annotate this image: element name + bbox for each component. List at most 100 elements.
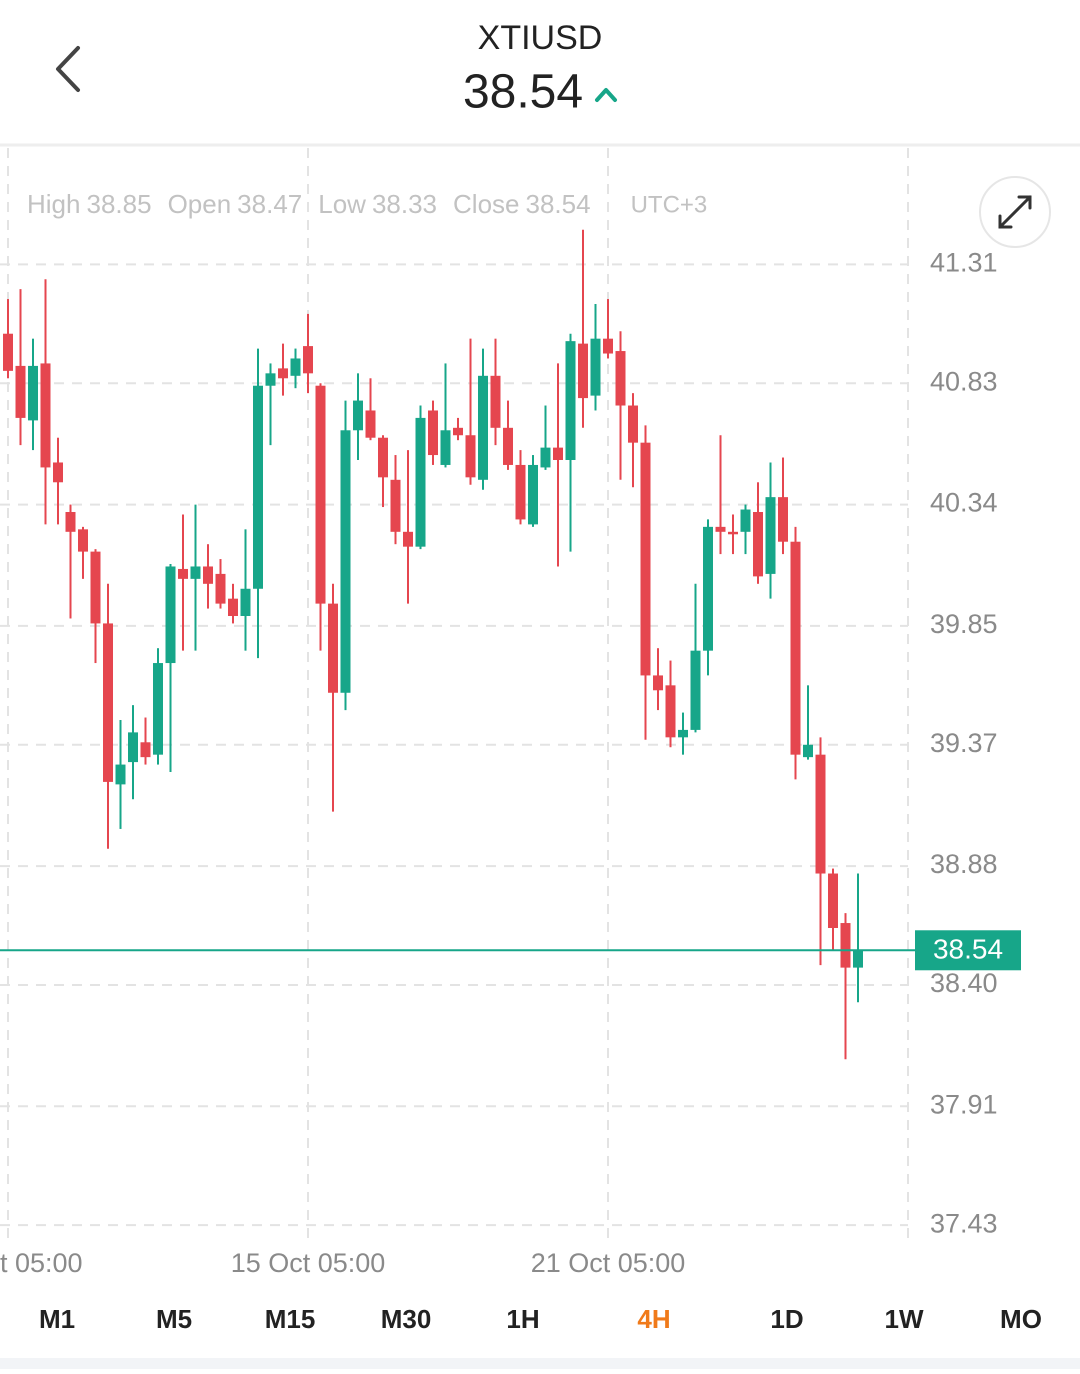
candle-body <box>428 410 438 456</box>
symbol: XTIUSD <box>478 19 603 57</box>
candle-body <box>465 435 476 478</box>
candle-body <box>90 551 101 624</box>
candle-body <box>840 923 851 968</box>
candle-body <box>453 427 463 436</box>
candle-body <box>440 430 451 465</box>
candle-body <box>415 417 426 547</box>
y-tick-label: 37.43 <box>930 1208 998 1238</box>
candle-body <box>65 512 76 532</box>
timeframe-tab[interactable]: M30 <box>381 1304 432 1334</box>
candle-body <box>590 338 601 396</box>
timeframe-tab[interactable]: 4H <box>637 1304 670 1334</box>
candle-body <box>203 566 213 584</box>
candle-body <box>640 442 651 676</box>
candle-body <box>115 764 126 785</box>
candle-body <box>353 400 363 431</box>
candle-body <box>828 873 838 928</box>
candle-body <box>765 497 776 574</box>
candle-body <box>690 650 701 730</box>
up-arrow <box>595 88 617 102</box>
candle-body <box>290 358 301 376</box>
candle-body <box>715 526 726 532</box>
bottom-strip <box>0 1358 1080 1369</box>
candle-body <box>340 430 351 693</box>
candle-body <box>378 437 388 478</box>
candle-body <box>315 385 326 604</box>
candle-body <box>515 464 526 520</box>
candle-body <box>3 333 13 371</box>
current-price: 38.54 <box>463 66 583 119</box>
candle-body <box>753 512 763 577</box>
candle-body <box>15 365 26 418</box>
y-tick-label: 39.37 <box>930 728 998 758</box>
x-tick-label: 15 Oct 05:00 <box>231 1248 386 1278</box>
candle-body <box>140 742 151 758</box>
legend-label: Low <box>318 189 366 219</box>
candle-body <box>578 343 588 399</box>
candle-body <box>540 447 551 468</box>
candle-body <box>78 529 88 552</box>
timeframe-tab[interactable]: M1 <box>39 1304 75 1334</box>
legend-label: Close <box>453 189 519 219</box>
candle-body <box>703 526 713 651</box>
y-tick-label: 38.88 <box>930 849 998 879</box>
candle-body <box>390 479 401 532</box>
candle-body <box>678 729 688 738</box>
timezone: UTC+3 <box>631 191 708 218</box>
candle-body <box>665 685 676 738</box>
y-tick-label: 37.91 <box>930 1089 998 1119</box>
timeframe-tab[interactable]: 1D <box>770 1304 803 1334</box>
candle-body <box>40 363 51 468</box>
candle-body <box>215 573 226 604</box>
candle-body <box>190 566 201 579</box>
x-tick-label: 21 Oct 05:00 <box>531 1248 686 1278</box>
candle-body <box>265 373 276 386</box>
candle-body <box>853 950 863 968</box>
timeframe-tab[interactable]: 1H <box>506 1304 539 1334</box>
legend-value: 38.54 <box>526 189 591 219</box>
legend-label: High <box>27 189 80 219</box>
candle-body <box>240 588 251 616</box>
candle-body <box>28 365 38 421</box>
candle-body <box>228 598 238 616</box>
timeframe-tab[interactable]: M15 <box>265 1304 316 1334</box>
legend-label: Open <box>168 189 232 219</box>
timeframe-tab[interactable]: M5 <box>156 1304 192 1334</box>
candle-body <box>790 541 801 755</box>
candle-body <box>528 464 538 525</box>
candle-body <box>565 341 576 460</box>
price-tag <box>915 930 1021 971</box>
timeframe-tab[interactable]: 1W <box>885 1304 924 1334</box>
candle-body <box>803 744 813 758</box>
candle-body <box>740 509 751 532</box>
legend-value: 38.85 <box>86 189 151 219</box>
candle-body <box>615 351 626 406</box>
candle-body <box>128 732 138 763</box>
candle-body <box>153 663 163 755</box>
candle-body <box>365 410 376 438</box>
y-tick-label: 38.40 <box>930 968 998 998</box>
candle-body <box>303 346 313 374</box>
timeframe-tab[interactable]: MO <box>1000 1304 1042 1334</box>
candle-body <box>503 427 513 465</box>
back-button[interactable] <box>56 46 80 92</box>
legend-value: 38.33 <box>372 189 437 219</box>
candle-body <box>328 603 338 693</box>
candle-body <box>178 568 188 579</box>
y-tick-label: 41.31 <box>930 248 998 278</box>
candle-body <box>165 566 176 664</box>
candle-body <box>478 375 488 480</box>
y-tick-label: 40.34 <box>930 488 998 518</box>
candle-body <box>490 375 501 428</box>
candle-body <box>103 623 113 782</box>
candle-body <box>603 338 613 354</box>
x-tick-label: t 05:00 <box>0 1248 83 1278</box>
legend-value: 38.47 <box>237 189 302 219</box>
y-tick-label: 40.83 <box>930 366 998 396</box>
expand-icon <box>998 195 1032 229</box>
candle-body <box>728 531 738 535</box>
candle-body <box>53 462 63 483</box>
price-tag-label: 38.54 <box>933 934 1003 965</box>
candle-body <box>815 754 826 874</box>
